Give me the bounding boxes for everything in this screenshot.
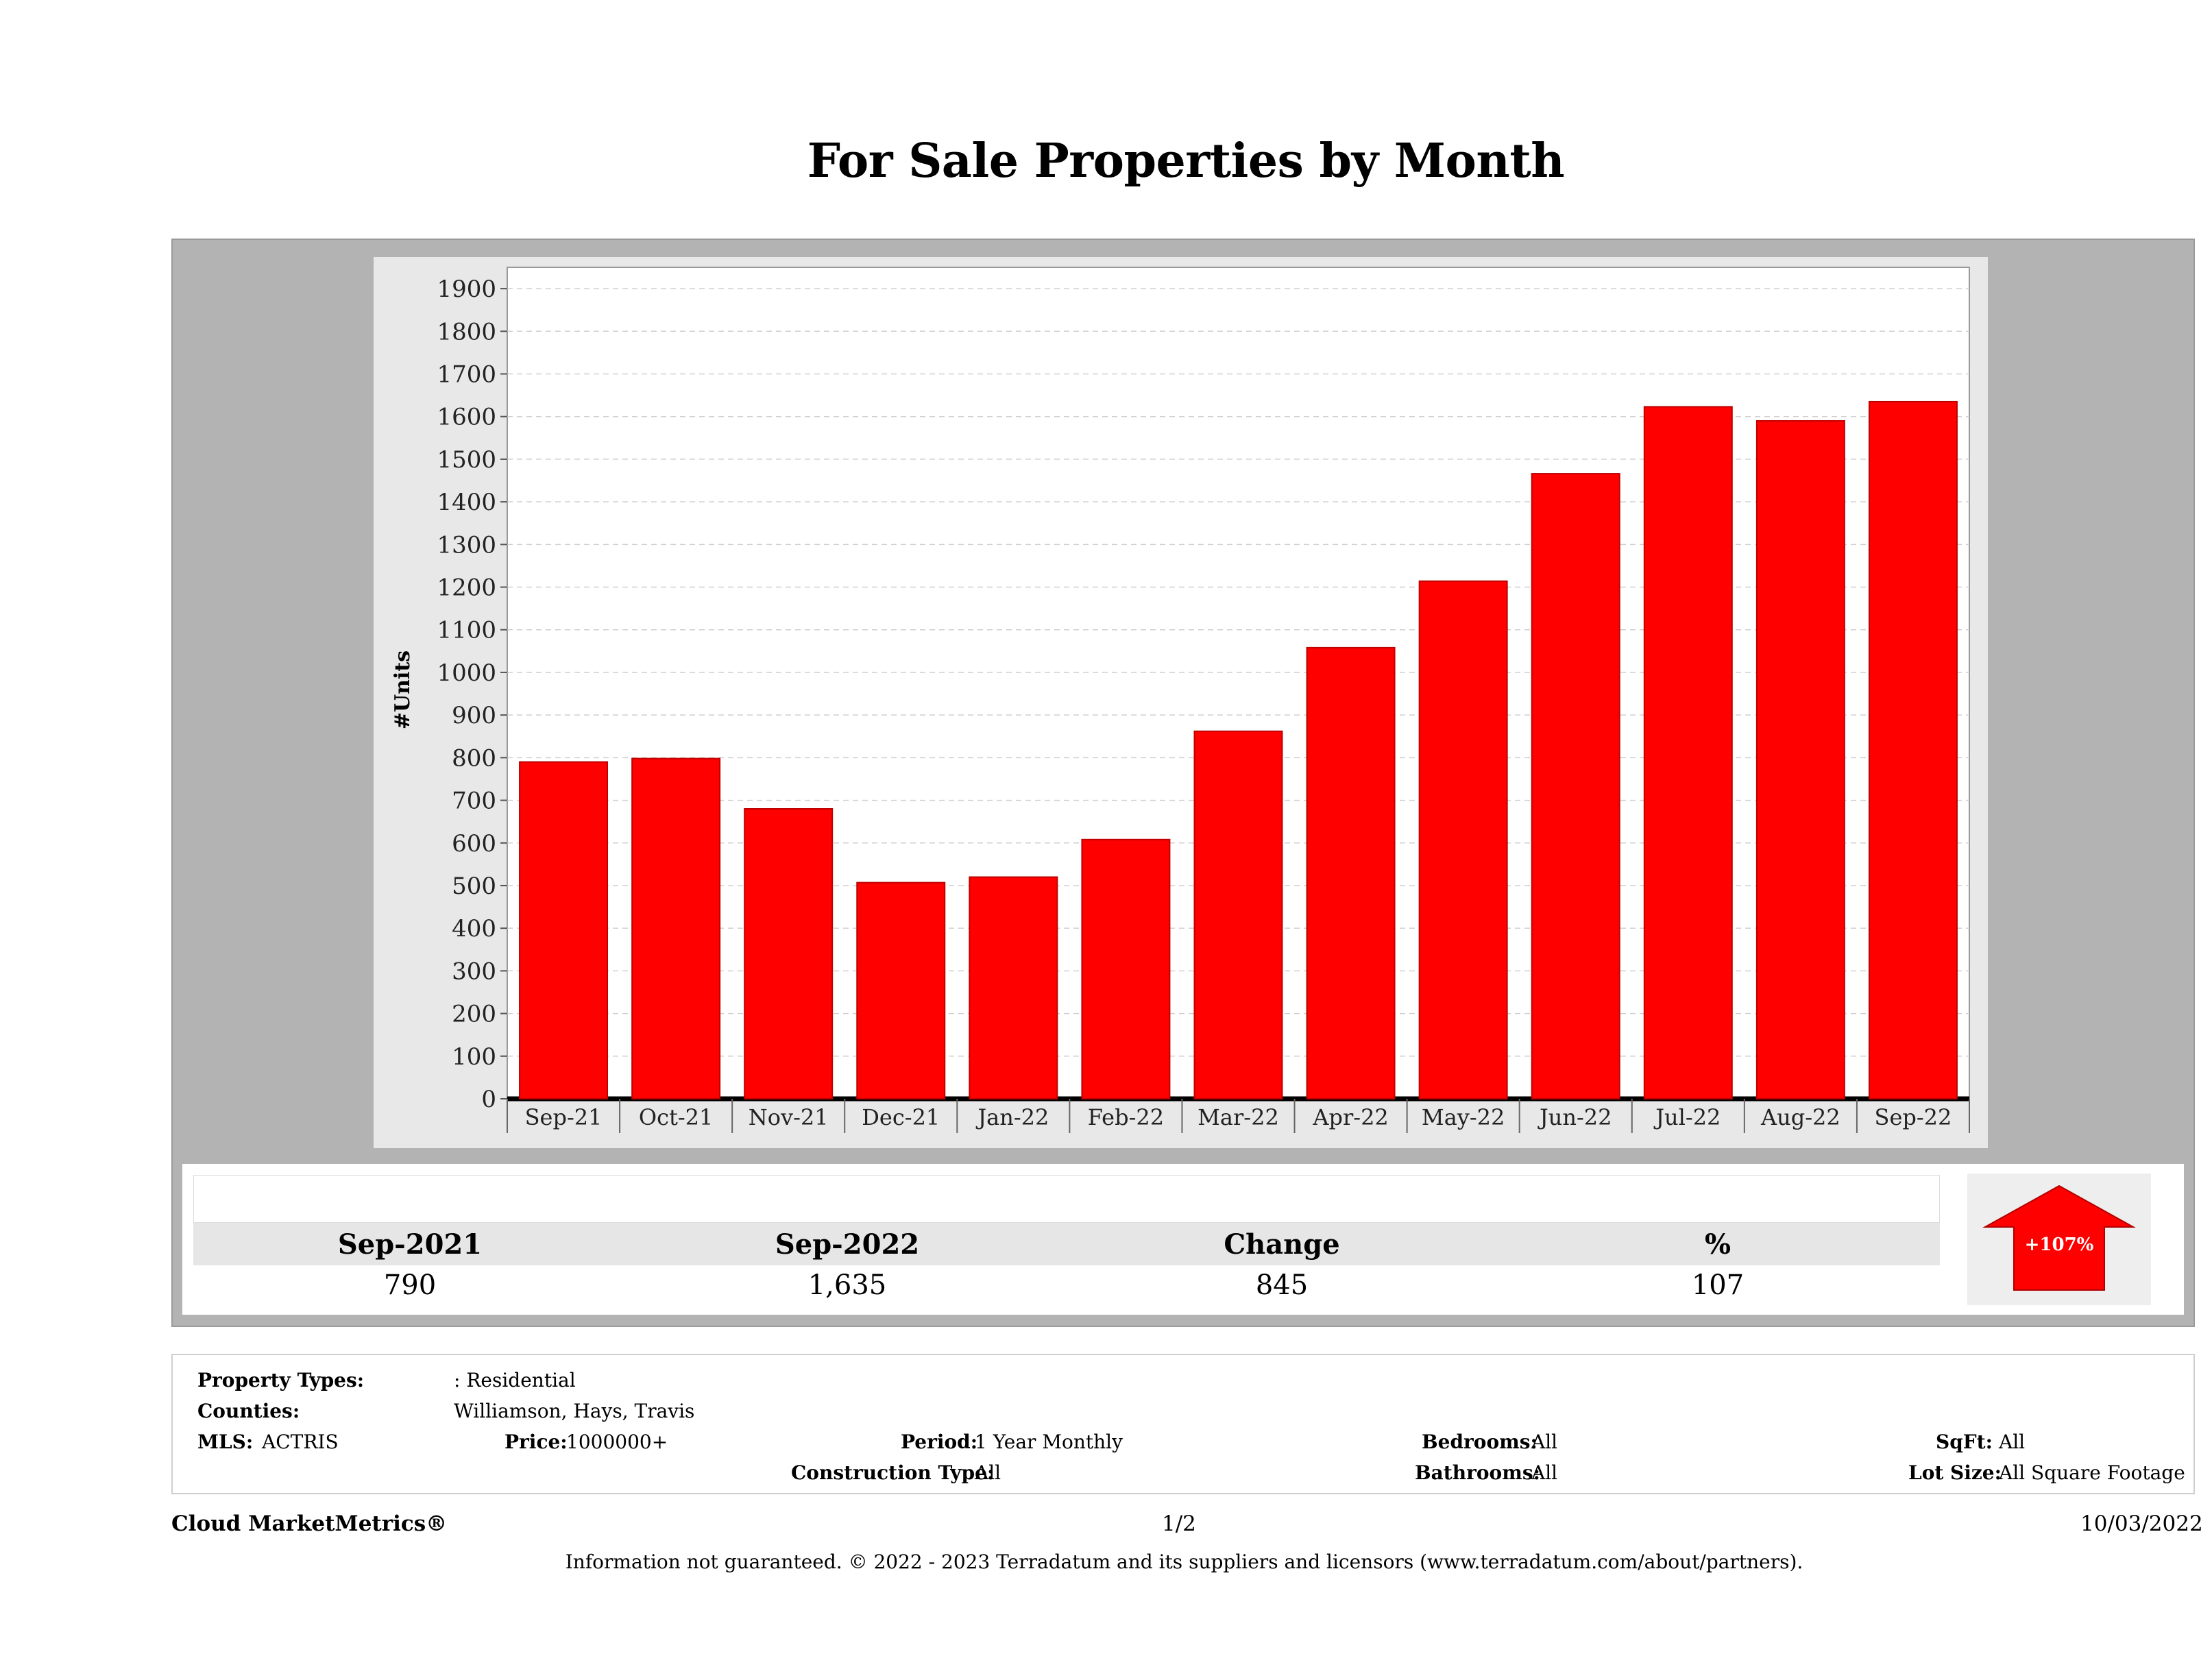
- bar: [1418, 580, 1508, 1099]
- summary-value-end: 1,635: [807, 1269, 887, 1301]
- bar: [1755, 420, 1845, 1099]
- bar: [1193, 730, 1283, 1099]
- bar: [856, 881, 946, 1099]
- x-tick-label: Oct-21: [639, 1104, 714, 1130]
- x-tick-label: Jun-22: [1538, 1104, 1612, 1130]
- x-tick-label: Apr-22: [1312, 1104, 1388, 1130]
- y-tick-label: 1400: [437, 489, 496, 516]
- x-tick-label: Mar-22: [1198, 1104, 1279, 1130]
- summary-header-percent: %: [1704, 1228, 1731, 1261]
- bar: [631, 757, 721, 1099]
- x-tick-label: Sep-22: [1875, 1104, 1952, 1130]
- x-tick-label: Dec-21: [862, 1104, 940, 1130]
- summary-header-row: Sep-2021 Sep-2022 Change %: [193, 1223, 1940, 1265]
- summary-header-start: Sep-2021: [337, 1228, 483, 1261]
- y-tick-label: 800: [452, 744, 496, 772]
- bar: [1868, 400, 1958, 1099]
- x-tick-label: Nov-21: [749, 1104, 829, 1130]
- y-tick-label: 300: [452, 958, 496, 985]
- bar: [1306, 646, 1396, 1099]
- counties-value: Williamson, Hays, Travis: [454, 1400, 695, 1422]
- chart-title: For Sale Properties by Month: [807, 134, 1565, 189]
- bedrooms-label: Bedrooms:: [1422, 1431, 1538, 1453]
- bar-chart: 0 100 200 300 400 500 600 700 800 900 1000 1100 1200…: [391, 267, 1970, 1133]
- period-label: Period:: [901, 1431, 978, 1453]
- price-label: Price:: [505, 1431, 568, 1453]
- bar: [519, 761, 609, 1099]
- summary-header-change: Change: [1224, 1228, 1340, 1261]
- footer-page-number: 1/2: [1162, 1511, 1196, 1536]
- y-tick-label: 500: [452, 873, 496, 900]
- summary-header-end: Sep-2022: [775, 1228, 920, 1261]
- bar: [1643, 406, 1733, 1099]
- summary-value-percent: 107: [1691, 1269, 1745, 1301]
- y-tick-label: 1500: [437, 446, 496, 474]
- bar: [1081, 838, 1171, 1100]
- y-tick-label: 1300: [437, 531, 496, 559]
- y-tick-label: 600: [452, 830, 496, 858]
- y-axis-label: #Units: [391, 650, 415, 729]
- property-types-label: Property Types:: [197, 1369, 365, 1391]
- footer-date: 10/03/2022: [2080, 1511, 2203, 1536]
- summary-value-start: 790: [383, 1269, 437, 1301]
- x-tick-label: Feb-22: [1088, 1104, 1164, 1130]
- construction-type-label: Construction Type:: [791, 1461, 995, 1484]
- y-tick-label: 100: [452, 1043, 496, 1071]
- x-tick-label: Sep-21: [525, 1104, 603, 1130]
- y-tick-label: 400: [452, 915, 496, 943]
- footer-brand: Cloud MarketMetrics®: [171, 1511, 448, 1536]
- construction-type-value: All: [975, 1461, 1001, 1484]
- lot-size-value: All Square Footage: [1999, 1461, 2185, 1484]
- footer-disclaimer: Information not guaranteed. © 2022 - 202…: [565, 1551, 1803, 1573]
- price-value: 1000000+: [566, 1431, 668, 1453]
- change-badge-text: +107%: [2025, 1235, 2094, 1255]
- y-tick-label: 1700: [437, 361, 496, 389]
- bar: [744, 808, 834, 1099]
- mls-label: MLS:: [197, 1431, 254, 1453]
- y-tick-label: 1100: [437, 617, 496, 644]
- lot-size-label: Lot Size:: [1908, 1461, 2002, 1484]
- x-tick-label: Aug-22: [1760, 1104, 1840, 1130]
- y-tick-label: 1800: [437, 318, 496, 345]
- y-tick-label: 0: [481, 1086, 496, 1113]
- x-tick-label: May-22: [1422, 1104, 1505, 1130]
- counties-label: Counties:: [197, 1400, 300, 1422]
- period-value: 1 Year Monthly: [975, 1431, 1123, 1453]
- summary-blank-row: [193, 1175, 1940, 1223]
- bar: [1531, 473, 1620, 1099]
- y-tick-label: 1000: [437, 659, 496, 687]
- mls-value: ACTRIS: [262, 1431, 339, 1453]
- bathrooms-label: Bathrooms:: [1415, 1461, 1540, 1484]
- sqft-label: SqFt:: [1936, 1431, 1993, 1453]
- y-tick-label: 700: [452, 788, 496, 815]
- change-badge: +107%: [1967, 1174, 2151, 1305]
- sqft-value: All: [1999, 1431, 2026, 1453]
- bathrooms-value: All: [1531, 1461, 1558, 1484]
- x-tick-label: Jul-22: [1653, 1104, 1721, 1130]
- y-tick-label: 1200: [437, 574, 496, 602]
- x-tick-label: Jan-22: [975, 1104, 1049, 1130]
- y-tick-label: 200: [452, 1001, 496, 1028]
- up-arrow-icon: +107%: [1982, 1184, 2136, 1291]
- summary-values-row: 790 1,635 845 107: [193, 1265, 1940, 1305]
- bar: [969, 876, 1058, 1099]
- property-types-value: : Residential: [454, 1369, 576, 1391]
- y-tick-label: 1600: [437, 404, 496, 431]
- bedrooms-value: All: [1531, 1431, 1558, 1453]
- filter-info-box: Property Types: : Residential Counties: …: [171, 1354, 2195, 1494]
- y-tick-label: 900: [452, 702, 496, 729]
- summary-value-change: 845: [1255, 1269, 1309, 1301]
- y-tick-label: 1900: [437, 276, 496, 303]
